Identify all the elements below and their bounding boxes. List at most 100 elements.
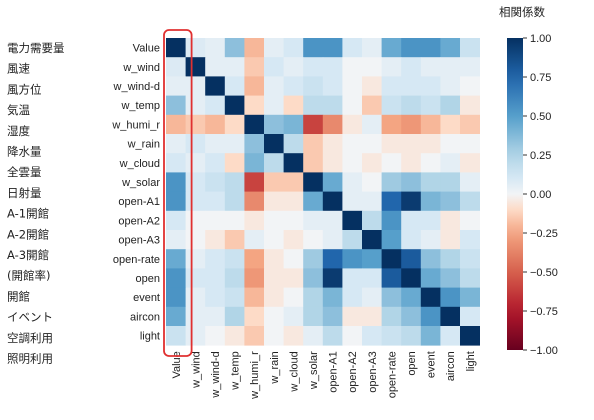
heatmap-cell-Value-open-rate	[381, 38, 402, 58]
y-tick-label: open-A1	[118, 196, 160, 208]
heatmap-cell-Value-light	[460, 38, 480, 58]
heatmap-cell-w_rain-open-rate	[381, 134, 402, 154]
heatmap-cells	[166, 38, 480, 346]
heatmap-cell-open-event	[420, 268, 441, 288]
heatmap-cell-w_wind-w_wind-d	[205, 57, 226, 77]
heatmap-cell-w_wind-d-w_rain	[264, 76, 284, 96]
heatmap-cell-w_cloud-open-A2	[342, 153, 363, 173]
heatmap-cell-open-A2-open-A1	[322, 210, 343, 231]
colorbar-gradient	[507, 38, 523, 350]
x-tick-label: Value	[171, 351, 183, 378]
heatmap-cell-open-A2-open-rate	[381, 210, 402, 231]
y-tick-label: open-A2	[118, 215, 160, 227]
heatmap-cell-aircon-Value	[166, 306, 186, 327]
colorbar-tick-label: 0.00	[530, 189, 551, 201]
heatmap-cell-event-open-A3	[362, 287, 382, 308]
heatmap-cell-w_humi_r-Value	[166, 114, 186, 135]
x-tick-label: w_humi_r	[249, 351, 261, 400]
heatmap-cell-w_rain-light	[460, 134, 480, 154]
heatmap-cell-aircon-w_wind	[185, 306, 206, 327]
heatmap-cell-open-w_wind-d	[205, 268, 226, 288]
heatmap-cell-event-Value	[166, 287, 186, 308]
heatmap-cell-Value-w_cloud	[283, 38, 304, 58]
heatmap-cell-w_wind-d-Value	[166, 76, 186, 96]
heatmap-cell-event-open-A1	[322, 287, 343, 308]
heatmap-cell-w_humi_r-open	[401, 114, 422, 135]
heatmap-cell-w_rain-w_cloud	[283, 134, 304, 154]
colorbar-title: 相関係数	[499, 5, 545, 19]
heatmap-cell-open-open-A2	[342, 268, 363, 288]
heatmap-cell-open-open-A3	[362, 268, 382, 288]
heatmap-cell-open-A1-aircon	[440, 191, 461, 212]
heatmap-cell-open-A2-w_wind-d	[205, 210, 226, 231]
heatmap-cell-light-open-A1	[322, 326, 343, 346]
x-tick-label: light	[465, 351, 477, 371]
heatmap-cell-w_humi_r-event	[420, 114, 441, 135]
heatmap-cell-open-A2-w_wind	[185, 210, 206, 231]
heatmap-cell-w_rain-open-A1	[322, 134, 343, 154]
heatmap-cell-w_rain-Value	[166, 134, 186, 154]
x-tick-label: open-A3	[367, 351, 379, 393]
heatmap-cell-w_wind-d-open-A2	[342, 76, 363, 96]
heatmap-cell-w_cloud-Value	[166, 153, 186, 173]
heatmap-cell-open-rate-Value	[166, 249, 186, 269]
heatmap-cell-light-open	[401, 326, 422, 346]
jp-label: 開館	[7, 289, 30, 303]
heatmap-cell-event-w_cloud	[283, 287, 304, 308]
heatmap-cell-w_wind-event	[420, 57, 441, 77]
heatmap-cell-light-w_temp	[224, 326, 245, 346]
heatmap-cell-Value-w_wind	[185, 38, 206, 58]
heatmap-cell-open-A3-open-A1	[322, 230, 343, 250]
heatmap-cell-w_wind-d-open-A3	[362, 76, 382, 96]
x-tick-label: event	[426, 351, 438, 378]
heatmap-cell-open-A3-Value	[166, 230, 186, 250]
heatmap-cell-w_cloud-open-rate	[381, 153, 402, 173]
colorbar-tick-label: −0.25	[530, 228, 558, 240]
heatmap-cell-open-rate-aircon	[440, 249, 461, 269]
heatmap-cell-w_solar-w_wind-d	[205, 172, 226, 192]
heatmap-cell-w_wind-light	[460, 57, 480, 77]
heatmap-cell-aircon-w_wind-d	[205, 306, 226, 327]
jp-label: A-2開館	[7, 227, 49, 241]
heatmap-cell-open-A3-aircon	[440, 230, 461, 250]
heatmap-cell-w_temp-light	[460, 95, 480, 116]
heatmap-cell-w_solar-w_solar	[303, 172, 324, 192]
heatmap-cell-open-A3-w_temp	[224, 230, 245, 250]
heatmap-cell-w_temp-w_humi_r	[244, 95, 265, 116]
colorbar-tick-label: 0.50	[530, 111, 551, 123]
heatmap-cell-Value-Value	[166, 38, 186, 58]
heatmap-cell-open-w_solar	[303, 268, 324, 288]
heatmap-cell-open-A3-open-rate	[381, 230, 402, 250]
heatmap-cell-open-rate-w_humi_r	[244, 249, 265, 269]
heatmap-cell-w_wind-open-A3	[362, 57, 382, 77]
heatmap-cell-aircon-w_cloud	[283, 306, 304, 327]
heatmap-cell-w_temp-aircon	[440, 95, 461, 116]
jp-label: 全雲量	[7, 165, 42, 179]
jp-label: 照明利用	[7, 352, 53, 366]
heatmap-cell-open-rate-open	[401, 249, 422, 269]
heatmap-cell-w_cloud-open	[401, 153, 422, 173]
heatmap-cell-aircon-open-A1	[322, 306, 343, 327]
x-tick-labels: Value w_wind w_wind-d w_temp w_humi_r w_rain w…	[171, 351, 477, 400]
heatmap-cell-open-A2-w_humi_r	[244, 210, 265, 231]
heatmap-cell-event-aircon	[440, 287, 461, 308]
heatmap-cell-w_solar-open-A2	[342, 172, 363, 192]
heatmap-cell-open-A3-w_solar	[303, 230, 324, 250]
y-tick-labels: Value w_wind w_wind-d w_temp w_humi_r w_rainw…	[111, 43, 160, 343]
heatmap-cell-w_rain-event	[420, 134, 441, 154]
heatmap-cell-open-A1-open-A3	[362, 191, 382, 212]
heatmap-cell-open-A1-w_humi_r	[244, 191, 265, 212]
heatmap-cell-w_solar-w_wind	[185, 172, 206, 192]
heatmap-cell-w_humi_r-w_solar	[303, 114, 324, 135]
heatmap-cell-w_wind-d-open	[401, 76, 422, 96]
heatmap-cell-w_humi_r-w_cloud	[283, 114, 304, 135]
heatmap-cell-open-A2-aircon	[440, 210, 461, 231]
heatmap-cell-w_wind-open-rate	[381, 57, 402, 77]
heatmap-cell-Value-open	[401, 38, 422, 58]
heatmap-cell-event-light	[460, 287, 480, 308]
heatmap-cell-w_cloud-w_temp	[224, 153, 245, 173]
heatmap-cell-open-Value	[166, 268, 186, 288]
heatmap-cell-w_cloud-w_rain	[264, 153, 284, 173]
heatmap-cell-open-A1-open-A2	[342, 191, 363, 212]
heatmap-cell-aircon-w_solar	[303, 306, 324, 327]
